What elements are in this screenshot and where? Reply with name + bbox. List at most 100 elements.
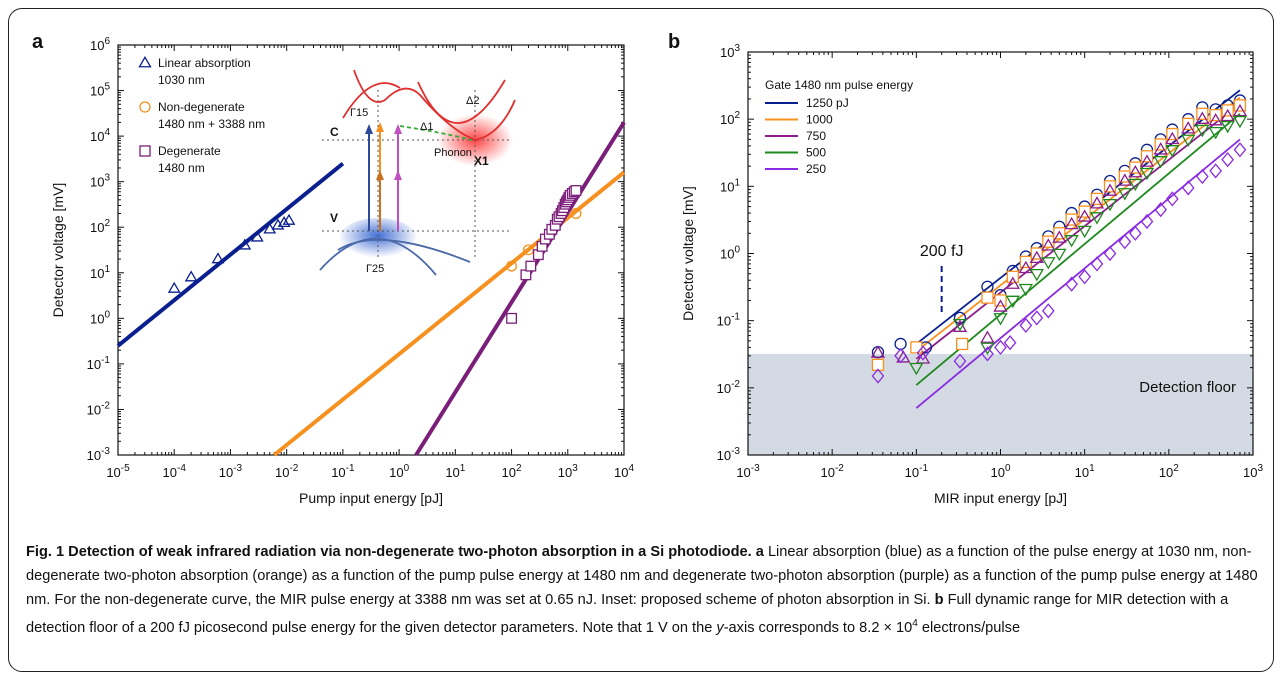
panel-b-data-point-2 [1064,216,1079,230]
panel-b-data-point-3 [1102,198,1118,212]
panel-a-y-tick-label: 10-2 [87,400,111,417]
panel-b-data-point-4 [1103,245,1117,262]
panel-b-data-point-1 [1030,247,1043,260]
panel-a-data-point-0 [250,230,264,242]
panel-a-x-tick-label: 102 [502,463,522,480]
panel-b-fit-line-2 [915,102,1241,360]
panel-b-y-tick-label: 103 [720,43,740,60]
panel-b-x-tick-label: 102 [1159,463,1179,480]
panel-b-data-point-2 [1052,230,1067,243]
panel-b-data-point-1 [1053,227,1066,240]
panel-b-data-point-3 [952,318,968,332]
panel-a-data-point-2 [506,312,518,324]
panel-b-data-point-4 [994,339,1007,356]
panel-a-data-point-1 [506,260,518,272]
panel-a-data-point-0 [277,215,291,228]
panel-b-x-tick-label: 10-3 [736,463,760,480]
panel-b-data-point-2 [1005,276,1020,289]
phonon-path [399,125,473,141]
panel-b-legend-label-2: 750 [806,129,826,143]
panel-a-legend-label-2: Degenerate [158,144,221,158]
x1-label: X1 [474,154,489,168]
panel-b-y-tick-label: 101 [720,177,740,194]
caption-b-axis-word: y [716,619,724,636]
panel-b-data-point-4 [1003,335,1017,351]
panel-b-data-point-3 [1208,126,1223,140]
panel-a-y-tick-label: 104 [90,127,110,144]
panel-a-legend-sublabel-2: 1480 nm [158,161,205,175]
panel-b-data-point-3 [1018,283,1034,297]
panel-a-legend-marker-0 [138,55,152,68]
panel-a-data-point-0 [184,270,198,282]
panel-a: a 10-5 10-4 10-3 10-2 10-1 100 101 102 103 104 10-3… [32,31,634,506]
panel-b-data-point-2 [1208,113,1223,126]
panel-b-x-axis-label: MIR input energy [pJ] [934,490,1067,506]
panel-a-legend-label-0: Linear absorption [158,56,251,70]
panel-b-data-point-3 [909,362,924,376]
panel-b-data-point-3 [1089,212,1105,225]
panel-b-data-point-2 [1029,250,1044,264]
panel-b-data-point-2 [1195,111,1210,124]
panel-b-data-point-2 [1117,173,1133,186]
valence-band-heavy [319,237,437,276]
panel-b-data-point-1 [955,337,969,351]
panel-a-legend-marker-2 [139,145,151,157]
panel-b-legend-label-1: 1000 [806,113,833,127]
panel-a-fit-line-2 [414,121,626,457]
panel-b-data-point-2 [1181,121,1196,134]
panel-b-data-point-4 [1019,317,1033,334]
panel-a-y-tick-label: 105 [90,82,110,99]
panel-a-x-tick-label: 101 [445,463,465,480]
panel-b-legend-label-3: 500 [806,146,826,160]
panel-a-legend-label-1: Non-degenerate [158,100,245,114]
panel-b-data-point-3 [1029,268,1044,282]
panel-b-data-point-4 [1221,151,1235,168]
panel-b-data-point-3 [1165,145,1180,158]
panel-a-data-point-0 [282,213,296,225]
panel-a-x-tick-label: 103 [558,463,578,480]
panel-b-data-point-1 [1103,180,1117,193]
caption-b-label: b [934,592,944,608]
panel-b-data-point-4 [953,353,967,369]
figure-frame [8,8,1274,672]
panel-b-data-point-1 [1182,117,1195,131]
panel-b-data-point-2 [1139,154,1155,167]
panel-b-data-point-2 [1077,209,1092,222]
panel-b-data-point-4 [1181,180,1195,196]
panel-b-data-point-4 [1165,191,1179,207]
panel-b-data-point-2 [1220,108,1235,122]
panel-a-y-tick-label: 103 [90,173,110,190]
panel-b-x-tick-label: 100 [990,463,1010,480]
panel-b-data-point-2 [896,350,911,363]
panel-b-data-point-2 [870,345,886,358]
panel-b-data-point-3 [1077,225,1092,239]
panel-b-data-point-3 [1064,235,1079,248]
panel-b-data-point-2 [1128,165,1143,178]
panel-b-data-point-4 [916,345,930,361]
panel-b-data-point-2 [1165,131,1180,145]
detection-floor-region [748,353,1253,455]
panel-b-data-point-4 [1090,256,1104,272]
panel-b-data-point-3 [1005,295,1020,309]
panel-a-fit-line-1 [272,170,626,457]
c-label: C [330,125,339,139]
panel-b-data-point-2 [980,330,995,343]
panel-b-data-point-4 [1195,168,1209,185]
panel-a-x-tick-label: 10-5 [106,463,130,480]
detection-floor-label: Detection floor [1139,379,1236,396]
caption-b-text2: -axis corresponds to 8.2 × 10 [723,619,913,636]
phonon-label: Phonon [434,147,472,159]
panel-a-x-tick-label: 104 [614,463,634,480]
panel-b-data-point-4 [1078,269,1092,285]
panel-b-data-point-4 [871,368,885,384]
conduction-band-upper [353,69,516,141]
panel-a-x-tick-label: 10-1 [331,463,355,480]
panel-b-y-tick-label: 100 [720,245,740,262]
caption-a-text: Linear absorption (blue) as a function o… [26,544,1258,608]
panel-b-data-point-4 [1154,202,1168,218]
panel-b: b 10-3 10-2 10-1 100 101 102 103 10-3 10-2 10-1 100… [668,31,1263,506]
panel-b-data-point-1 [1065,213,1078,226]
panel-a-x-tick-label: 10-2 [275,463,299,480]
panel-b-fit-line-3 [915,113,1241,386]
